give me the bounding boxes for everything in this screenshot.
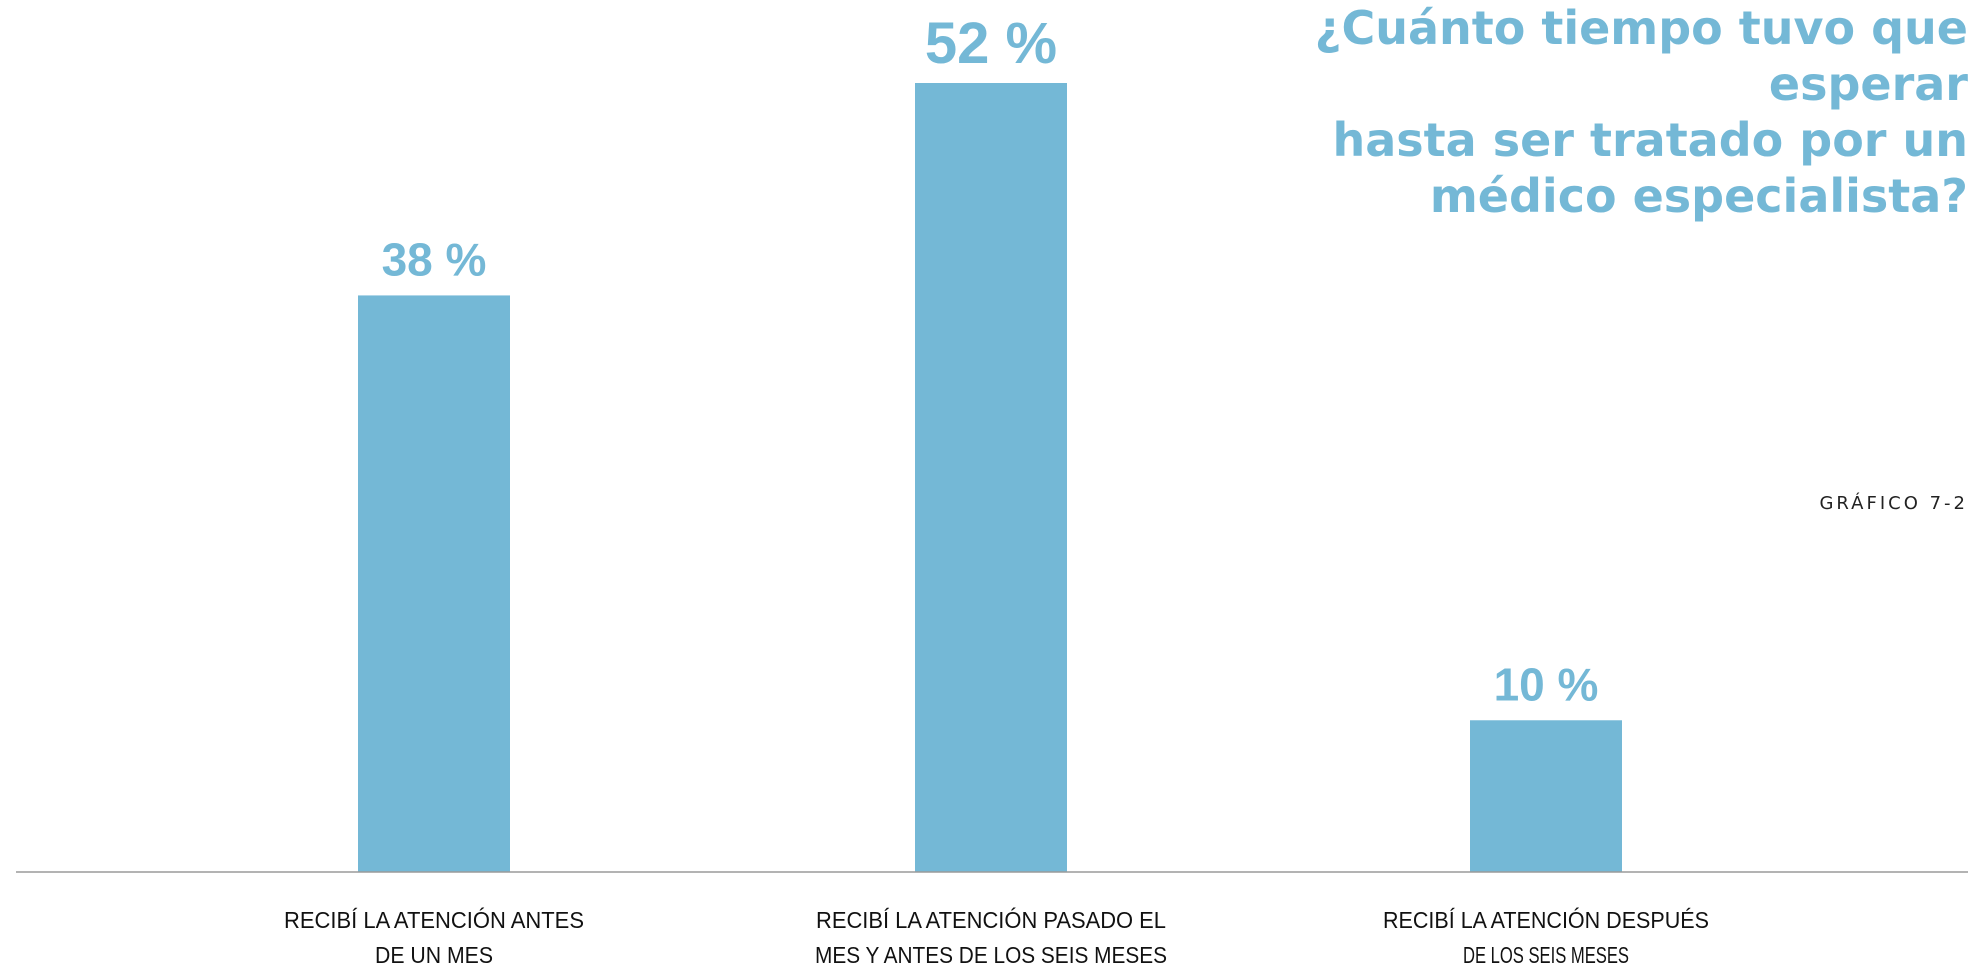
- bars-group: [358, 83, 1622, 872]
- category-label-2-line-2: MES Y ANTES DE LOS SEIS MESES: [815, 942, 1167, 964]
- chart-code-label: GRÁFICO 7-2: [1819, 493, 1968, 514]
- chart-title: ¿Cuánto tiempo tuvo que esperar hasta se…: [1108, 0, 1968, 224]
- bar-2: [915, 83, 1067, 872]
- chart-title-line-2: hasta ser tratado por un: [1332, 113, 1968, 167]
- category-label-2-line-1: RECIBÍ LA ATENCIÓN PASADO EL: [816, 907, 1166, 933]
- category-label-3-line-2: DE LOS SEIS MESES: [1463, 942, 1629, 964]
- bar-3: [1470, 720, 1622, 872]
- category-label-1-line-2: DE UN MES: [375, 942, 493, 964]
- category-label-1-line-1: RECIBÍ LA ATENCIÓN ANTES: [284, 907, 584, 933]
- value-label-2: 52 %: [925, 11, 1057, 76]
- chart-title-line-3: médico especialista?: [1429, 169, 1968, 223]
- bar-1: [358, 295, 510, 872]
- value-label-1: 38 %: [382, 233, 487, 285]
- value-label-3: 10 %: [1494, 658, 1599, 710]
- chart-title-line-1: ¿Cuánto tiempo tuvo que esperar: [1314, 1, 1968, 111]
- value-labels-group: 38 % 52 % 10 %: [382, 11, 1599, 710]
- category-label-3-line-1: RECIBÍ LA ATENCIÓN DESPUÉS: [1383, 907, 1709, 933]
- category-labels-group: RECIBÍ LA ATENCIÓN ANTES DE UN MES RECIBÍ …: [284, 907, 1709, 964]
